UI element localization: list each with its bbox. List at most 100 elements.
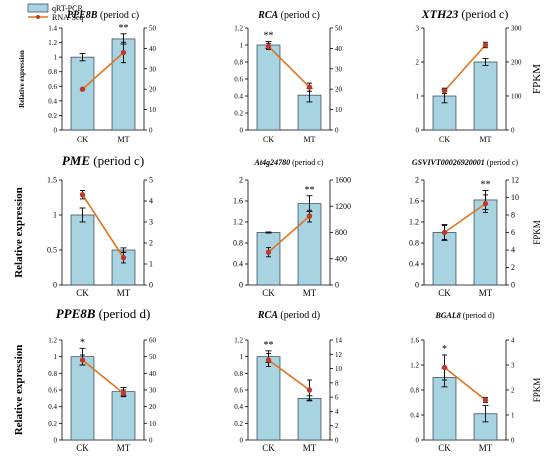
y-tick-label: 1.2 bbox=[234, 25, 243, 33]
y-tick-label: 0.6 bbox=[234, 76, 243, 84]
y-tick-label: 1.5 bbox=[47, 176, 57, 185]
significance-marker: ** bbox=[119, 23, 129, 34]
period-label: (period c) bbox=[458, 7, 508, 21]
y2-tick-label: 10 bbox=[335, 365, 343, 373]
y2-axis-label: FPKM bbox=[532, 378, 542, 403]
chart-panel: GSVIVT00026920001 (period c) 0 0.4 0.8 1.2 1.… bbox=[409, 158, 542, 298]
y2-tick-label: 20 bbox=[149, 86, 157, 94]
y2-tick-label: 30 bbox=[335, 65, 343, 73]
y2-tick-label: 4 bbox=[335, 408, 339, 416]
y2-tick-label: 4 bbox=[511, 246, 515, 255]
y2-axis-label: FPKM bbox=[531, 64, 543, 94]
legend-line-marker bbox=[36, 15, 40, 19]
rnaseq-point bbox=[265, 43, 272, 50]
y-tick-label: 0.8 bbox=[234, 370, 243, 378]
y2-tick-label: 8 bbox=[511, 211, 515, 220]
x-tick-label: MT bbox=[117, 288, 131, 298]
y2-tick-label: 1 bbox=[511, 412, 515, 420]
y-tick-label: 1 bbox=[53, 211, 57, 220]
period-label: (period c) bbox=[90, 153, 144, 168]
period-label: (period c) bbox=[97, 10, 139, 21]
panel-title: XTH23 (period c) bbox=[421, 7, 509, 21]
y-tick-label: 1 bbox=[54, 353, 58, 361]
rnaseq-point bbox=[482, 200, 489, 207]
x-tick-label: CK bbox=[438, 443, 451, 453]
y-tick-label: 1 bbox=[416, 93, 420, 101]
y2-tick-label: 10 bbox=[149, 420, 157, 428]
y-tick-label: 0.8 bbox=[409, 239, 419, 248]
y2-tick-label: 30 bbox=[149, 387, 157, 395]
y-tick-label: 0 bbox=[54, 127, 58, 135]
y2-tick-label: 50 bbox=[149, 353, 157, 361]
x-tick-label: MT bbox=[480, 135, 492, 144]
rnaseq-line bbox=[81, 194, 125, 259]
rnaseq-line bbox=[444, 202, 486, 234]
x-tick-label: CK bbox=[263, 135, 274, 144]
y2-tick-label: 3 bbox=[511, 362, 515, 370]
y2-tick-label: 0 bbox=[149, 127, 153, 135]
chart-panel: RCA (period c) 0 0.2 0.4 0.6 0.8 1 1.2 0 10 20 30 40… bbox=[234, 10, 342, 144]
y2-tick-label: 0 bbox=[335, 437, 339, 445]
rnaseq-point bbox=[306, 387, 313, 393]
y-tick-label: 1.4 bbox=[48, 25, 57, 33]
rnaseq-point bbox=[306, 213, 313, 219]
significance-marker: ** bbox=[264, 340, 274, 351]
bar bbox=[70, 56, 95, 131]
y-tick-label: 1.2 bbox=[48, 39, 57, 47]
y2-tick-label: 50 bbox=[335, 25, 343, 33]
y2-tick-label: 100 bbox=[511, 93, 522, 101]
rnaseq-point bbox=[482, 42, 489, 48]
y2-tick-label: 8 bbox=[335, 379, 339, 387]
x-tick-label: MT bbox=[479, 443, 493, 453]
y2-tick-label: 6 bbox=[335, 394, 339, 402]
y-tick-label: 2 bbox=[239, 176, 243, 185]
bar bbox=[256, 44, 281, 131]
rnaseq-point bbox=[265, 249, 272, 255]
y-tick-label: 1 bbox=[240, 42, 244, 50]
bar bbox=[297, 397, 322, 441]
period-label: (period c) bbox=[278, 10, 320, 21]
gene-name: RCA bbox=[257, 10, 278, 21]
y-tick-label: 0 bbox=[53, 281, 57, 290]
rnaseq-point bbox=[441, 364, 448, 371]
x-tick-label: CK bbox=[76, 288, 89, 298]
y-tick-label: 2 bbox=[416, 59, 420, 67]
y-tick-label: 0.6 bbox=[234, 387, 243, 395]
rnaseq-line bbox=[81, 51, 125, 90]
bar bbox=[111, 391, 136, 441]
y-tick-label: 0.2 bbox=[234, 420, 243, 428]
y-tick-label: 0 bbox=[54, 437, 58, 445]
period-label: (period c) bbox=[485, 158, 519, 167]
y-tick-label: 1 bbox=[240, 353, 244, 361]
panel-title: GSVIVT00026920001 (period c) bbox=[412, 158, 519, 167]
y-tick-label: 0.8 bbox=[233, 239, 243, 248]
gene-name: RCA bbox=[257, 310, 278, 321]
y2-tick-label: 3 bbox=[149, 218, 153, 227]
y2-tick-label: 40 bbox=[149, 45, 157, 53]
legend: qRT-PCR RNA-Seq bbox=[27, 3, 84, 22]
y-tick-label: 0.8 bbox=[410, 387, 419, 395]
panel-title: BGAL8 (period d) bbox=[434, 311, 494, 320]
rnaseq-line bbox=[268, 359, 310, 391]
y2-tick-label: 6 bbox=[511, 228, 515, 237]
y-tick-label: 0 bbox=[416, 437, 420, 445]
y-tick-label: 0 bbox=[240, 437, 244, 445]
y2-tick-label: 200 bbox=[511, 59, 522, 67]
y2-tick-label: 0 bbox=[335, 127, 339, 135]
period-label: (period d) bbox=[461, 311, 495, 320]
y-tick-label: 0 bbox=[415, 281, 419, 290]
panel-title: At4g24780 (period c) bbox=[254, 158, 324, 167]
panel-title: PPE8B (period c) bbox=[67, 10, 139, 21]
y2-tick-label: 1200 bbox=[335, 202, 351, 211]
panel-title: RCA (period c) bbox=[257, 10, 320, 21]
y2-tick-label: 10 bbox=[511, 193, 519, 202]
y-tick-label: 0.8 bbox=[48, 68, 57, 76]
y-tick-label: 1.6 bbox=[233, 197, 243, 206]
y2-tick-label: 40 bbox=[335, 45, 343, 53]
rnaseq-point bbox=[265, 357, 272, 363]
y-tick-label: 0 bbox=[239, 281, 243, 290]
panel-title: PPE8B (period d) bbox=[56, 306, 151, 321]
y-tick-label: 0.4 bbox=[233, 260, 243, 269]
rnaseq-point bbox=[120, 390, 127, 397]
